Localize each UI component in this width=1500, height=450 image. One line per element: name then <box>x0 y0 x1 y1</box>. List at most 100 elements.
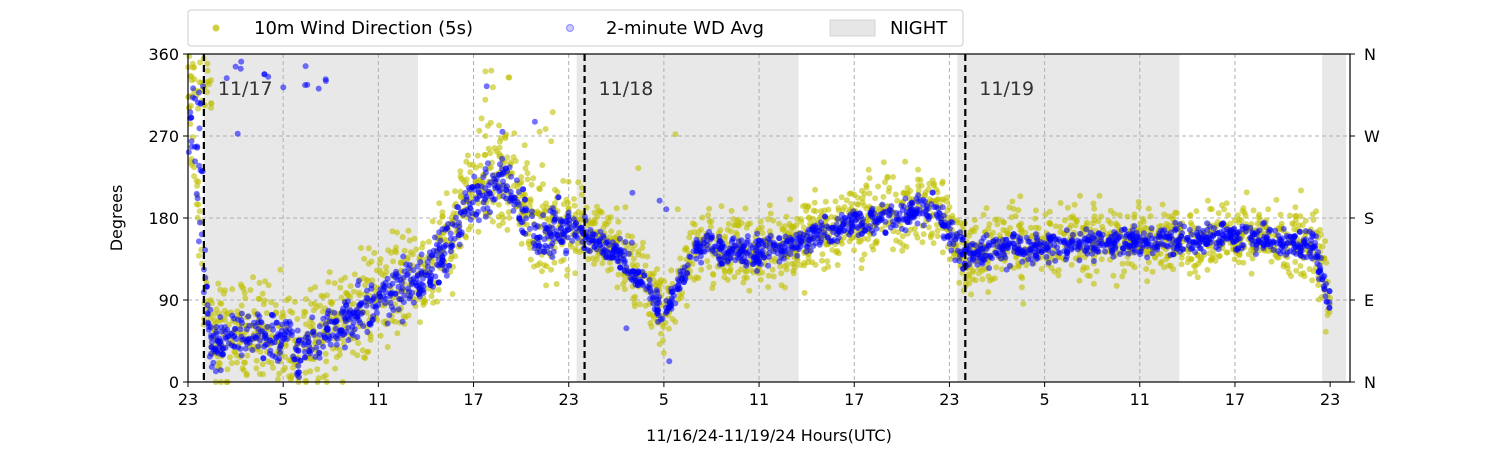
wd-avg-point <box>589 231 596 238</box>
wd-avg-point <box>359 309 366 316</box>
wind-direction-point <box>866 190 873 197</box>
wd-avg-point <box>371 293 378 300</box>
wind-direction-point <box>371 250 378 256</box>
wind-direction-point <box>578 191 585 198</box>
wd-avg-point <box>399 318 406 325</box>
wd-avg-point <box>766 250 773 257</box>
y-tick-label: 0 <box>169 373 179 392</box>
wind-direction-point <box>229 286 236 293</box>
wind-direction-point <box>698 266 705 273</box>
wd-avg-point <box>455 232 462 239</box>
wind-direction-point <box>993 264 1000 271</box>
wind-direction-point <box>393 249 400 256</box>
wind-direction-point <box>742 268 749 275</box>
wind-direction-point <box>544 215 550 222</box>
wind-direction-point <box>439 209 446 216</box>
wd-avg-point <box>354 334 361 340</box>
wd-avg-point <box>902 195 909 202</box>
wind-direction-point <box>999 266 1006 273</box>
wind-direction-point <box>276 370 283 377</box>
wd-avg-point <box>264 341 271 348</box>
wd-avg-point <box>338 327 345 334</box>
wind-direction-point <box>368 258 375 265</box>
wd-avg-point <box>558 225 564 232</box>
wd-avg-point <box>1032 242 1039 249</box>
wd-avg-point <box>835 234 842 241</box>
wind-direction-point <box>1061 217 1068 224</box>
wd-avg-point <box>237 326 244 333</box>
wd-avg-point <box>405 265 412 272</box>
wd-avg-point <box>698 259 705 266</box>
wind-direction-point <box>300 313 307 320</box>
wind-direction-point <box>683 246 690 253</box>
wind-direction-point <box>1010 205 1017 212</box>
wind-direction-point <box>1113 282 1120 289</box>
wd-avg-point <box>364 329 371 335</box>
wd-avg-point <box>407 276 414 283</box>
wd-avg-point <box>1204 226 1211 233</box>
wd-avg-point <box>462 190 469 196</box>
wd-avg-point <box>348 330 355 337</box>
wind-direction-point <box>757 218 764 225</box>
wind-direction-point <box>1309 277 1316 284</box>
wind-direction-point <box>256 279 263 286</box>
wd-avg-point <box>549 205 556 212</box>
wind-direction-point <box>794 257 801 264</box>
wd-avg-point <box>217 314 224 320</box>
wd-avg-point <box>474 183 481 190</box>
wd-avg-point <box>301 340 308 347</box>
wind-direction-point <box>902 158 909 165</box>
wind-direction-point <box>662 319 669 326</box>
day-marker-label: 11/17 <box>218 78 273 100</box>
wind-direction-point <box>292 298 298 305</box>
wind-direction-point <box>195 252 202 259</box>
wd-avg-point <box>858 230 865 237</box>
wd-avg-point <box>1155 240 1162 247</box>
wind-direction-point <box>608 266 615 272</box>
wd-avg-point <box>1087 229 1094 236</box>
wd-avg-point <box>485 182 492 189</box>
wd-avg-point <box>650 300 657 307</box>
wind-direction-point <box>1192 262 1199 269</box>
wind-direction-point <box>614 284 621 291</box>
wd-avg-point <box>345 324 352 331</box>
wind-direction-point <box>854 194 861 201</box>
wind-direction-point <box>885 188 892 195</box>
x-tick-label: 5 <box>659 390 669 409</box>
wind-direction-point <box>634 262 641 269</box>
wind-direction-point <box>811 199 818 206</box>
wd-avg-point <box>475 217 482 224</box>
wind-direction-point <box>1297 263 1304 269</box>
wind-direction-point <box>350 288 357 295</box>
wind-direction-point <box>478 115 485 122</box>
wd-avg-point <box>187 109 194 116</box>
wind-direction-point <box>846 238 853 245</box>
wd-avg-point <box>767 232 774 239</box>
wd-avg-point <box>497 187 504 194</box>
wind-direction-point <box>979 276 986 283</box>
wd-avg-point <box>995 238 1002 245</box>
wd-avg-point <box>1292 244 1299 251</box>
wd-avg-point <box>417 259 424 265</box>
wd-avg-point <box>1210 232 1217 239</box>
wd-avg-point <box>1308 237 1314 244</box>
wind-direction-point <box>934 227 941 234</box>
wind-direction-point <box>934 189 941 196</box>
wind-direction-point <box>564 266 571 273</box>
wd-avg-point <box>734 245 741 252</box>
wd-avg-point <box>1076 257 1083 264</box>
wd-avg-point <box>270 326 276 333</box>
wind-direction-point <box>383 268 390 275</box>
wind-direction-point <box>631 299 638 306</box>
wd-avg-point <box>1226 228 1233 235</box>
wd-avg-point <box>541 221 548 228</box>
wd-avg-point <box>603 239 610 246</box>
wd-avg-point <box>1028 247 1035 254</box>
wind-direction-point <box>363 276 370 283</box>
wind-direction-point <box>1137 220 1144 227</box>
wind-direction-point <box>635 165 642 172</box>
wd-avg-point <box>321 334 328 341</box>
wd-avg-point <box>511 194 518 201</box>
wind-direction-point <box>790 224 797 231</box>
legend-marker-wd-avg <box>565 23 575 33</box>
